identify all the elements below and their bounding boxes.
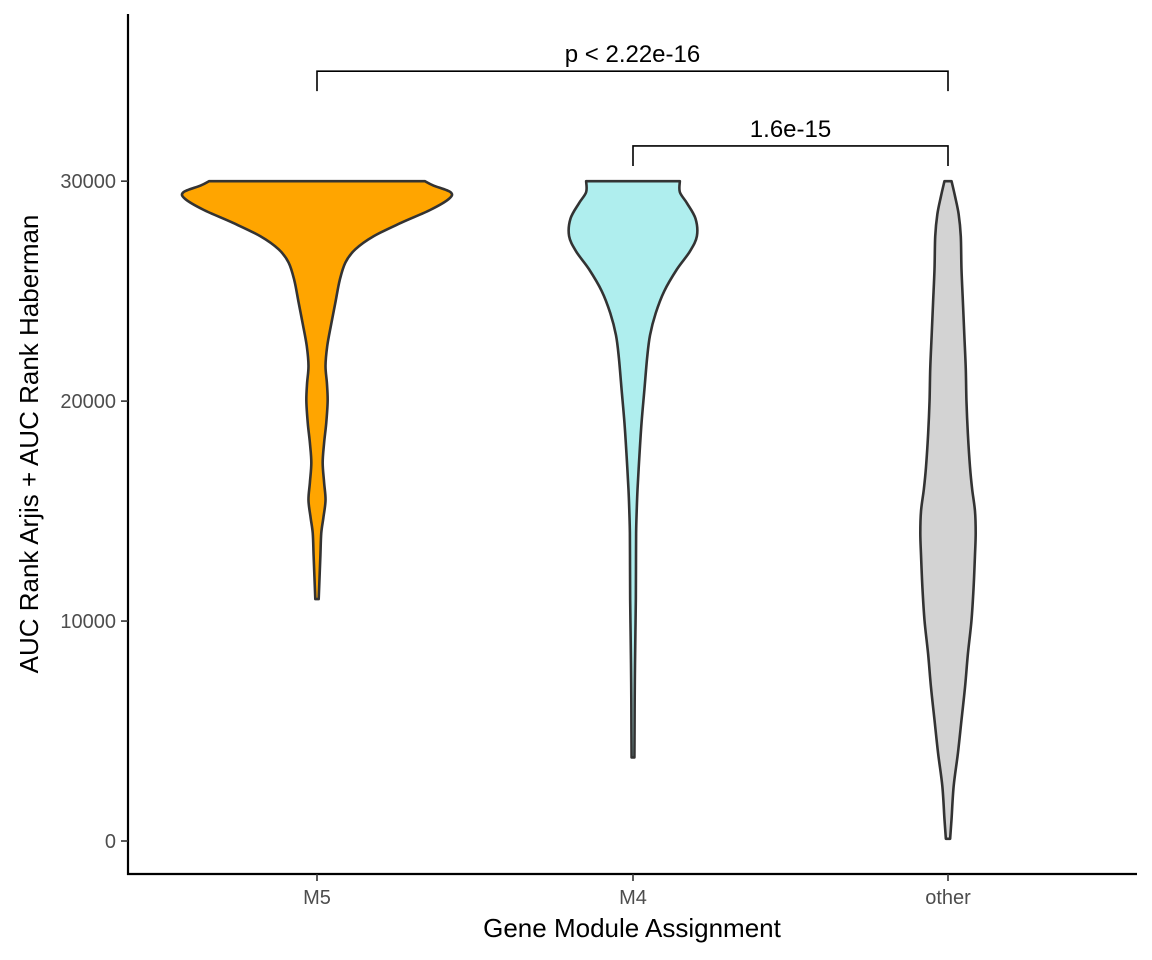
violin-m4 xyxy=(567,179,699,759)
p-value-label: p < 2.22e-16 xyxy=(565,41,700,68)
p-value-label: 1.6e-15 xyxy=(750,116,831,143)
violin-other xyxy=(919,179,977,841)
y-axis-title: AUC Rank Arjis + AUC Rank Haberman xyxy=(14,215,44,674)
x-tick-label: M4 xyxy=(619,887,647,909)
comparison-bracket xyxy=(316,70,949,92)
x-tick-label: M5 xyxy=(303,887,331,909)
x-axis-title: Gene Module Assignment xyxy=(483,913,782,943)
y-tick-label: 20000 xyxy=(60,391,116,413)
axes-layer xyxy=(126,14,1137,876)
y-tick-label: 10000 xyxy=(60,611,116,633)
comparison-bracket xyxy=(632,145,949,166)
x-ticks: M5 M4 other xyxy=(303,874,971,909)
comparison-brackets: p < 2.22e-16 1.6e-15 xyxy=(316,41,949,166)
violins-layer xyxy=(180,179,977,841)
x-tick-label: other xyxy=(925,887,971,909)
y-tick-label: 30000 xyxy=(60,171,116,193)
y-tick-label: 0 xyxy=(105,831,116,853)
violin-m5 xyxy=(180,179,454,601)
y-ticks: 0 10000 20000 30000 xyxy=(60,171,128,853)
